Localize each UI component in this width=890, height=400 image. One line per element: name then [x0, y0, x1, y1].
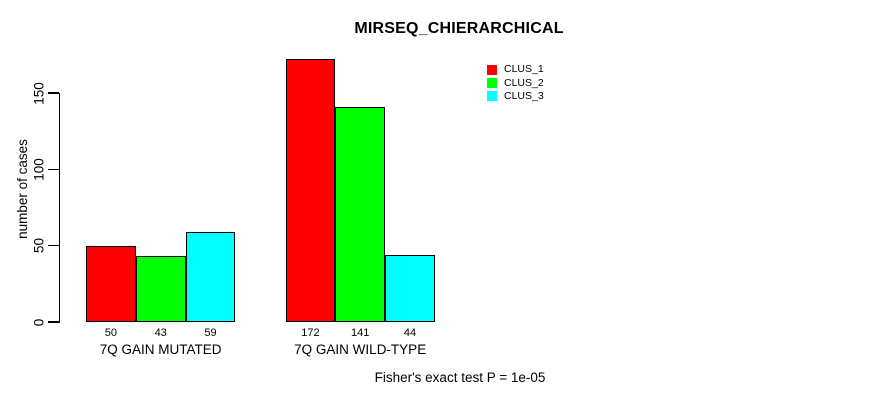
y-tick [48, 245, 59, 247]
bar-clus_3-1 [185, 231, 236, 322]
y-tick-label: 150 [31, 81, 47, 105]
y-tick [48, 168, 59, 170]
legend-item: CLUS_2 [487, 76, 544, 89]
bar-value-label: 44 [403, 327, 417, 339]
y-axis-line [59, 93, 61, 323]
legend-swatch-icon [487, 91, 497, 102]
y-axis-label: number of cases [15, 139, 30, 239]
bar-clus_3-2 [385, 254, 435, 322]
bar-clus_2-1 [135, 256, 186, 322]
legend-item: CLUS_3 [487, 90, 544, 103]
category-label: 7Q GAIN WILD-TYPE [294, 342, 427, 357]
chart-title: MIRSEQ_CHIERARCHICAL [354, 20, 564, 37]
bar-clus_2-2 [335, 106, 386, 322]
legend-label: CLUS_2 [504, 76, 544, 89]
legend-label: CLUS_1 [504, 63, 544, 76]
annotation: Fisher's exact test P = 1e-05 [374, 370, 546, 385]
legend: CLUS_1 CLUS_2 CLUS_3 [487, 63, 544, 103]
y-tick-label: 0 [31, 318, 47, 326]
legend-item: CLUS_1 [487, 63, 544, 76]
y-tick-label: 50 [31, 238, 47, 254]
bar-clus_1-1 [86, 245, 136, 322]
y-tick [48, 321, 59, 323]
legend-swatch-icon [487, 78, 497, 89]
legend-swatch-icon [487, 64, 497, 75]
bar-value-label: 50 [104, 327, 118, 339]
bar-clus_1-2 [285, 59, 336, 322]
bar-value-label: 172 [301, 327, 320, 339]
bar-value-label: 141 [351, 327, 370, 339]
bar-value-label: 43 [154, 327, 167, 339]
y-tick [48, 92, 59, 94]
bar-value-label: 59 [204, 327, 217, 339]
y-tick-label: 100 [31, 158, 47, 181]
legend-label: CLUS_3 [504, 89, 544, 102]
category-label: 7Q GAIN MUTATED [99, 342, 222, 357]
